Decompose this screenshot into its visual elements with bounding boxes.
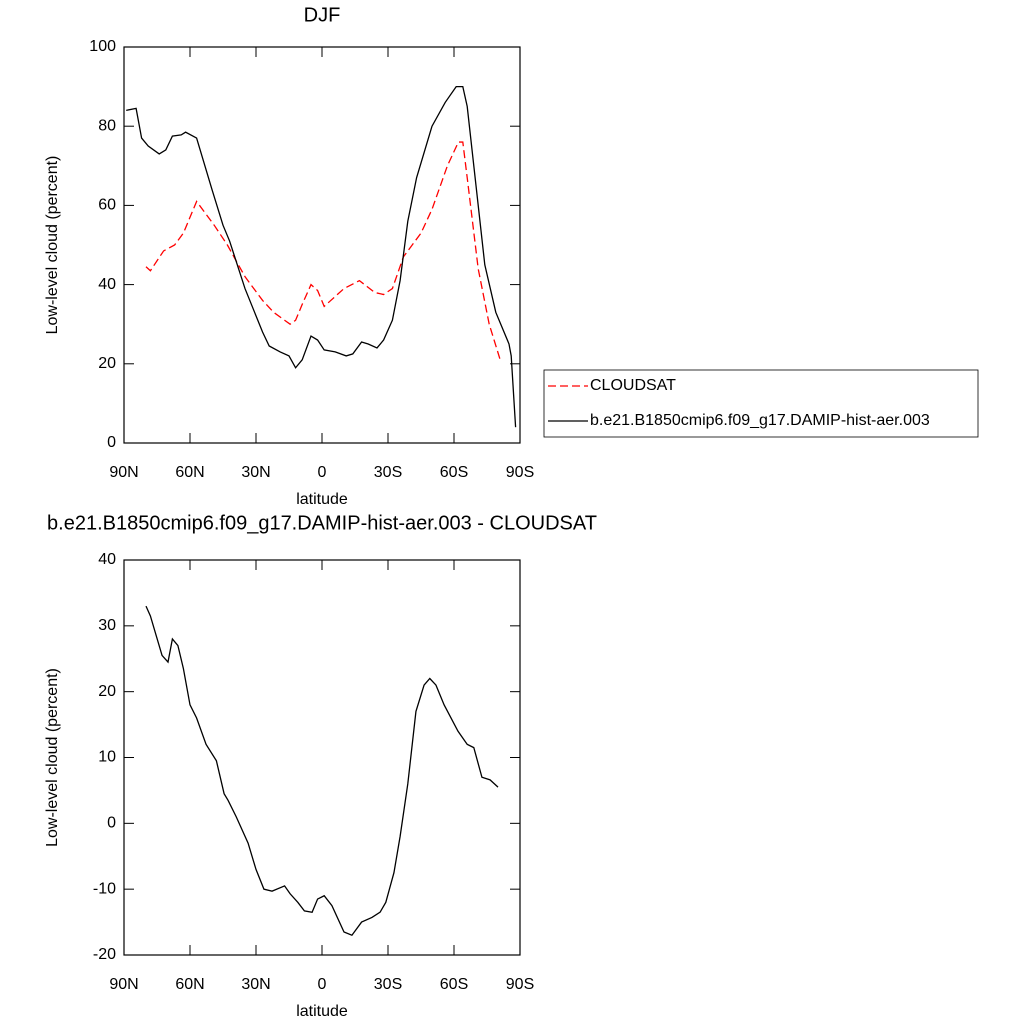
x-tick-label: 30N	[241, 464, 270, 481]
x-tick-label: 60N	[175, 464, 204, 481]
x-axis-label: latitude	[296, 491, 348, 508]
y-tick-label: 20	[98, 355, 116, 372]
data-line	[126, 85, 517, 428]
y-tick-label: 0	[107, 815, 116, 832]
y-tick-label: 40	[98, 551, 116, 568]
data-line	[145, 141, 501, 361]
x-tick-label: 90S	[506, 464, 534, 481]
y-axis-label: Low-level cloud (percent)	[44, 156, 61, 335]
x-tick-label: 60S	[440, 464, 468, 481]
x-tick-label: 30S	[374, 976, 402, 993]
y-axis-label: Low-level cloud (percent)	[44, 668, 61, 847]
x-tick-label: 60N	[175, 976, 204, 993]
x-tick-label: 90N	[109, 976, 138, 993]
y-tick-label: 40	[98, 276, 116, 293]
x-tick-label: 60S	[440, 976, 468, 993]
y-tick-label: 10	[98, 749, 116, 766]
chart-title: b.e21.B1850cmip6.f09_g17.DAMIP-hist-aer.…	[47, 512, 597, 534]
y-tick-label: 100	[89, 38, 116, 55]
x-axis-label: latitude	[296, 1003, 348, 1020]
x-tick-label: 90S	[506, 976, 534, 993]
legend-box	[543, 369, 979, 438]
x-tick-label: 90N	[109, 464, 138, 481]
y-tick-label: 30	[98, 617, 116, 634]
data-line	[145, 605, 499, 937]
y-tick-label: -10	[93, 880, 116, 897]
plot-frame	[123, 46, 521, 444]
chart-title: DJF	[304, 4, 341, 26]
legend-label: CLOUDSAT	[590, 377, 676, 394]
plot-frame	[123, 559, 521, 956]
y-tick-label: 60	[98, 197, 116, 214]
y-tick-label: 20	[98, 683, 116, 700]
y-tick-label: 80	[98, 117, 116, 134]
legend-label: b.e21.B1850cmip6.f09_g17.DAMIP-hist-aer.…	[590, 412, 930, 429]
x-tick-label: 30S	[374, 464, 402, 481]
x-tick-label: 0	[318, 464, 327, 481]
x-tick-label: 30N	[241, 976, 270, 993]
x-tick-label: 0	[318, 976, 327, 993]
y-tick-label: 0	[107, 434, 116, 451]
y-tick-label: -20	[93, 946, 116, 963]
